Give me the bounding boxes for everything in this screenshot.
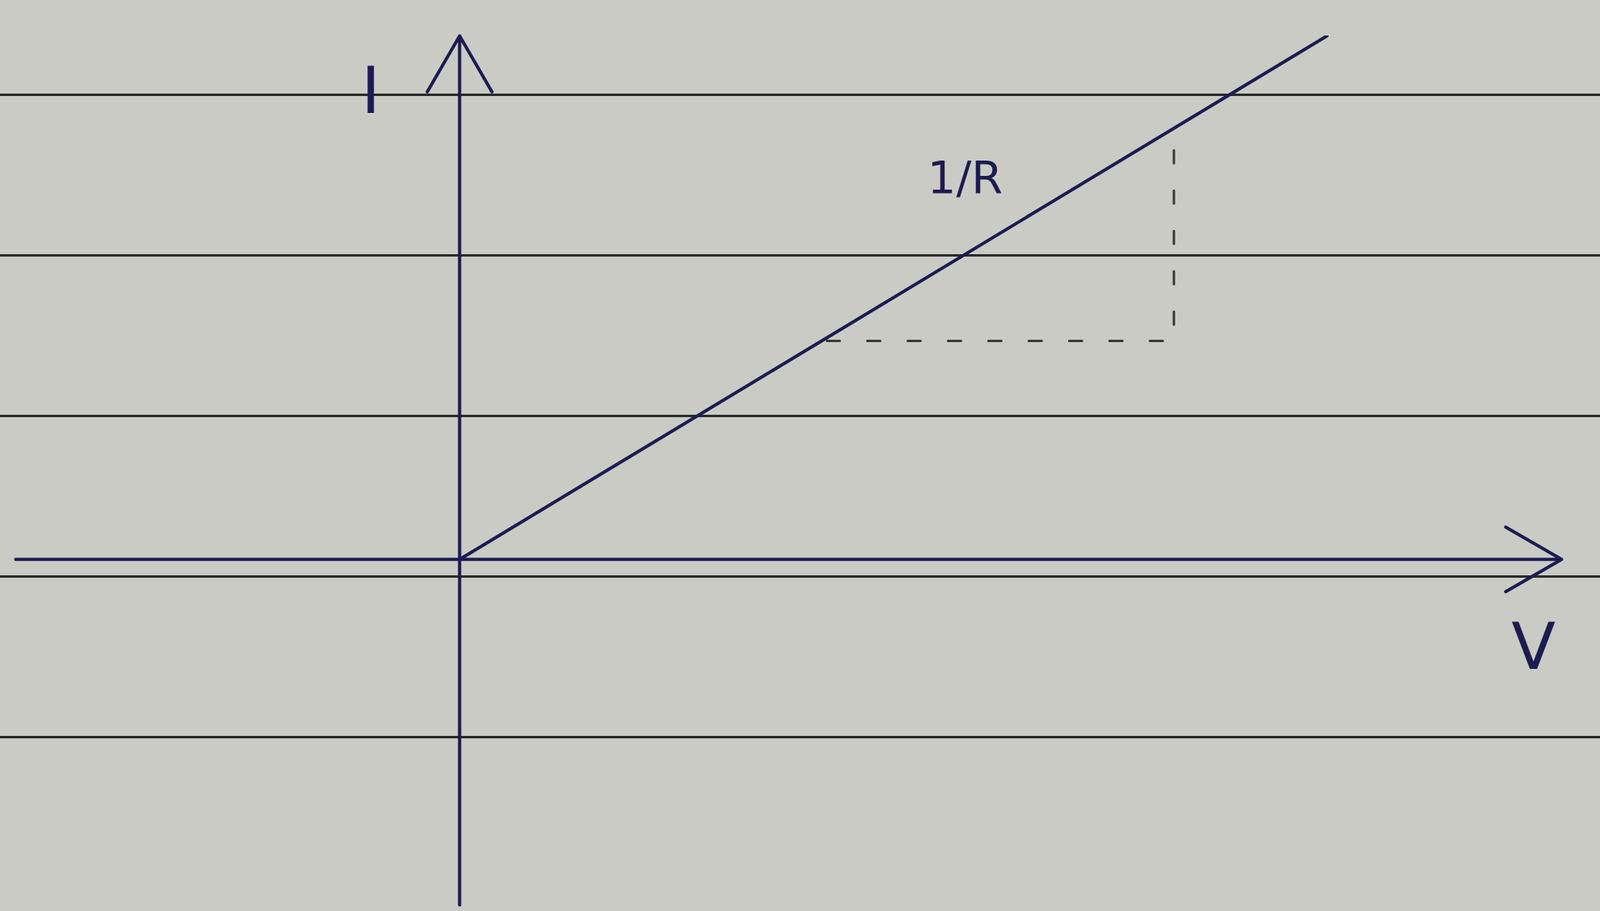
svg-text:V: V: [1511, 609, 1556, 685]
svg-text:1/R: 1/R: [927, 150, 1003, 204]
svg-text:I: I: [361, 53, 382, 129]
